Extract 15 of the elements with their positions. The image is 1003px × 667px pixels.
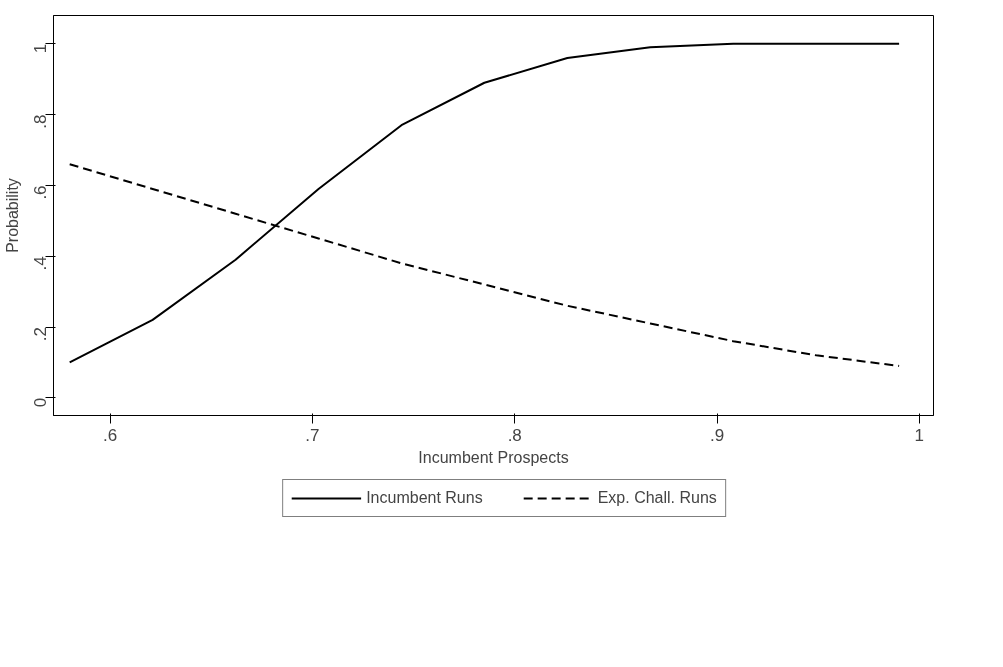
- x-axis-title: Incumbent Prospects: [418, 448, 569, 466]
- y-tick-label: .8: [31, 114, 51, 129]
- y-tick-label: 0: [31, 397, 51, 408]
- legend-label: Exp. Chall. Runs: [597, 489, 717, 507]
- x-tick-label: 1: [914, 425, 925, 445]
- x-tick-label: .9: [709, 425, 725, 445]
- x-tick-label: .6: [103, 425, 118, 445]
- y-tick-label: .2: [31, 326, 51, 342]
- y-tick-label: .6: [31, 185, 51, 200]
- y-axis-title: Probability: [3, 178, 21, 253]
- x-tick-label: .8: [507, 425, 522, 445]
- legend-label: Incumbent Runs: [366, 489, 483, 507]
- x-tick-label: .7: [305, 425, 320, 445]
- y-tick-label: 1: [31, 43, 51, 54]
- y-tick-label: .4: [31, 256, 51, 271]
